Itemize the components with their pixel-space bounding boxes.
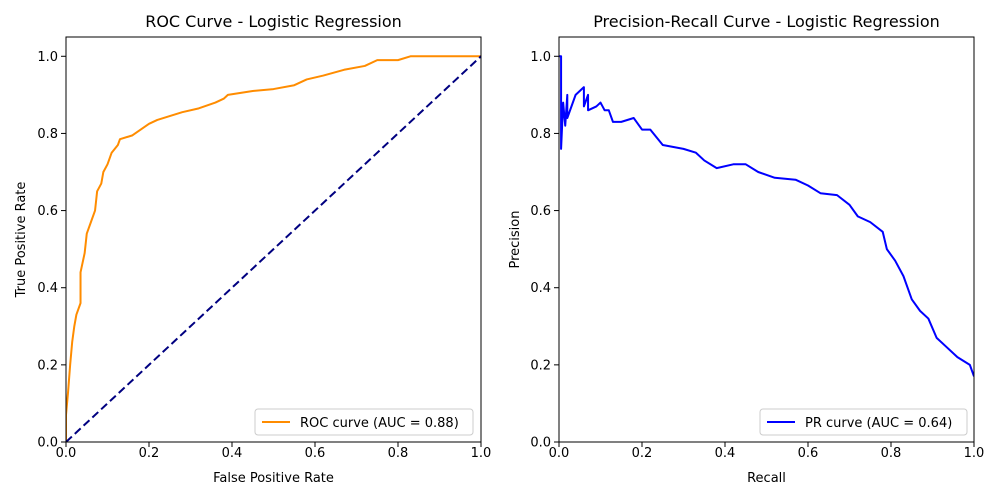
pr-axes-frame [558,36,975,443]
roc-y-tick-label-2: 0.4 [37,281,58,296]
pr-y-tick-label-2: 0.4 [530,281,551,296]
roc-y-tick-label-0: 0.0 [37,436,58,451]
roc-curve-line [66,55,481,442]
pr-legend-box [759,408,968,436]
pr-y-tick-label-5: 1.0 [530,50,551,65]
pr-x-tick-label-3: 0.6 [798,446,819,461]
pr-x-tick-label-1: 0.2 [632,446,653,461]
roc-x-tick-label-4: 0.8 [388,446,409,461]
pr-ticks: 0.0 0.2 0.4 0.6 0.8 1.0 0.0 0.2 0.4 0.6 0.8 1.0 [530,50,984,461]
pr-legend-label: PR curve (AUC = 0.64) [805,416,952,431]
pr-panel: Precision-Recall Curve - Logistic Regres… [508,12,984,486]
roc-panel: ROC Curve - Logistic Regression 0.0 0.2 0.… [14,12,491,486]
roc-y-tick-label-5: 1.0 [37,50,58,65]
pr-x-tick-label-2: 0.4 [715,446,736,461]
pr-y-tick-label-4: 0.8 [530,127,551,142]
roc-series-group [66,55,481,442]
pr-x-axis-label: Recall [747,471,786,486]
pr-series-group [559,55,974,377]
roc-x-tick-label-2: 0.4 [222,446,243,461]
pr-y-tick-label-1: 0.2 [530,358,551,373]
roc-x-tick-label-5: 1.0 [471,446,492,461]
pr-y-tick-label-0: 0.0 [530,436,551,451]
roc-x-tick-label-3: 0.6 [305,446,326,461]
roc-x-tick-label-1: 0.2 [139,446,160,461]
pr-title: Precision-Recall Curve - Logistic Regres… [593,12,940,31]
roc-legend: ROC curve (AUC = 0.88) [254,408,474,436]
pr-x-tick-label-4: 0.8 [881,446,902,461]
roc-y-tick-label-3: 0.6 [37,204,58,219]
pr-legend: PR curve (AUC = 0.64) [759,408,968,436]
pr-x-tick-label-5: 1.0 [964,446,985,461]
roc-x-axis-label: False Positive Rate [213,471,334,486]
roc-y-tick-label-4: 0.8 [37,127,58,142]
chance-diagonal-line [66,55,481,442]
roc-legend-box [254,408,474,436]
roc-x-tick-label-0: 0.0 [56,446,77,461]
roc-ticks: 0.0 0.2 0.4 0.6 0.8 1.0 0.0 0.2 0.4 0.6 0.8 1.0 [37,50,491,461]
pr-x-tick-label-0: 0.0 [549,446,570,461]
roc-axes-frame [65,36,482,443]
roc-y-tick-label-1: 0.2 [37,358,58,373]
roc-title: ROC Curve - Logistic Regression [145,12,402,31]
roc-legend-label: ROC curve (AUC = 0.88) [300,416,459,431]
pr-y-tick-label-3: 0.6 [530,204,551,219]
roc-y-axis-label: True Positive Rate [14,182,29,299]
pr-y-axis-label: Precision [508,210,523,268]
pr-curve-line [559,55,974,377]
